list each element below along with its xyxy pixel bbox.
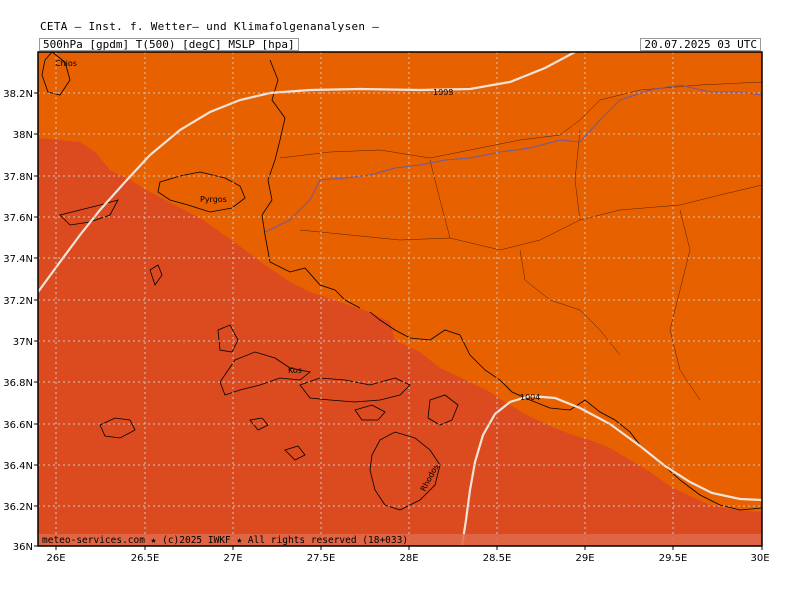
place-chios: Chios xyxy=(55,59,77,68)
place-kos: Kos xyxy=(288,366,302,375)
header-bar: 500hPa [gpdm] T(500) [degC] MSLP [hpa] 2… xyxy=(37,37,763,51)
lat-label: 37N xyxy=(13,337,33,348)
field-description: 500hPa [gpdm] T(500) [degC] MSLP [hpa] xyxy=(39,38,299,51)
isobars xyxy=(38,52,762,546)
lon-label: 26.5E xyxy=(131,553,160,564)
inland-borders xyxy=(279,81,762,401)
map-area: 1008 1004 Chios Pyrgos Kos Rhodos meteo-… xyxy=(38,52,762,546)
lat-label: 36.8N xyxy=(3,378,33,389)
lon-label: 29.5E xyxy=(659,553,688,564)
lon-label: 30E xyxy=(750,553,769,564)
lat-label: 36.4N xyxy=(3,461,33,472)
lat-label: 36.2N xyxy=(3,502,33,513)
lon-label: 29E xyxy=(575,553,594,564)
lat-label: 38N xyxy=(13,130,33,141)
lon-label: 28E xyxy=(399,553,418,564)
axis-ticks xyxy=(34,92,763,550)
institute-title: CETA – Inst. f. Wetter– und Klimafolgena… xyxy=(40,20,380,33)
lat-label: 37.2N xyxy=(3,296,33,307)
place-pyrgos: Pyrgos xyxy=(200,195,227,204)
map-frame xyxy=(37,51,763,547)
lat-label: 37.4N xyxy=(3,254,33,265)
valid-time: 20.07.2025 03 UTC xyxy=(640,38,761,51)
lon-label: 27E xyxy=(223,553,242,564)
lat-label: 38.2N xyxy=(3,89,33,100)
lat-label: 36N xyxy=(13,542,33,553)
temperature-field-hot xyxy=(38,138,762,546)
lon-label: 27.5E xyxy=(307,553,336,564)
lat-label: 37.8N xyxy=(3,172,33,183)
lat-label: 37.6N xyxy=(3,213,33,224)
longitude-labels: 26E 26.5E 27E 27.5E 28E 28.5E 29E 29.5E 30E xyxy=(46,553,769,564)
isobar-1008 xyxy=(38,52,576,293)
latitude-labels: 38.2N 38N 37.8N 37.6N 37.4N 37.2N 37N 36.8N 36.6… xyxy=(3,89,33,553)
footer-band xyxy=(38,534,762,546)
lon-label: 26E xyxy=(46,553,65,564)
isobar-1004 xyxy=(460,394,762,546)
graticule xyxy=(38,52,762,546)
lon-label: 28.5E xyxy=(483,553,512,564)
river xyxy=(264,84,762,233)
isobar-label-1004: 1004 xyxy=(520,393,540,402)
copyright-text: meteo-services.com ★ (c)2025 IWKF ★ All … xyxy=(42,535,408,546)
lat-label: 36.6N xyxy=(3,420,33,431)
